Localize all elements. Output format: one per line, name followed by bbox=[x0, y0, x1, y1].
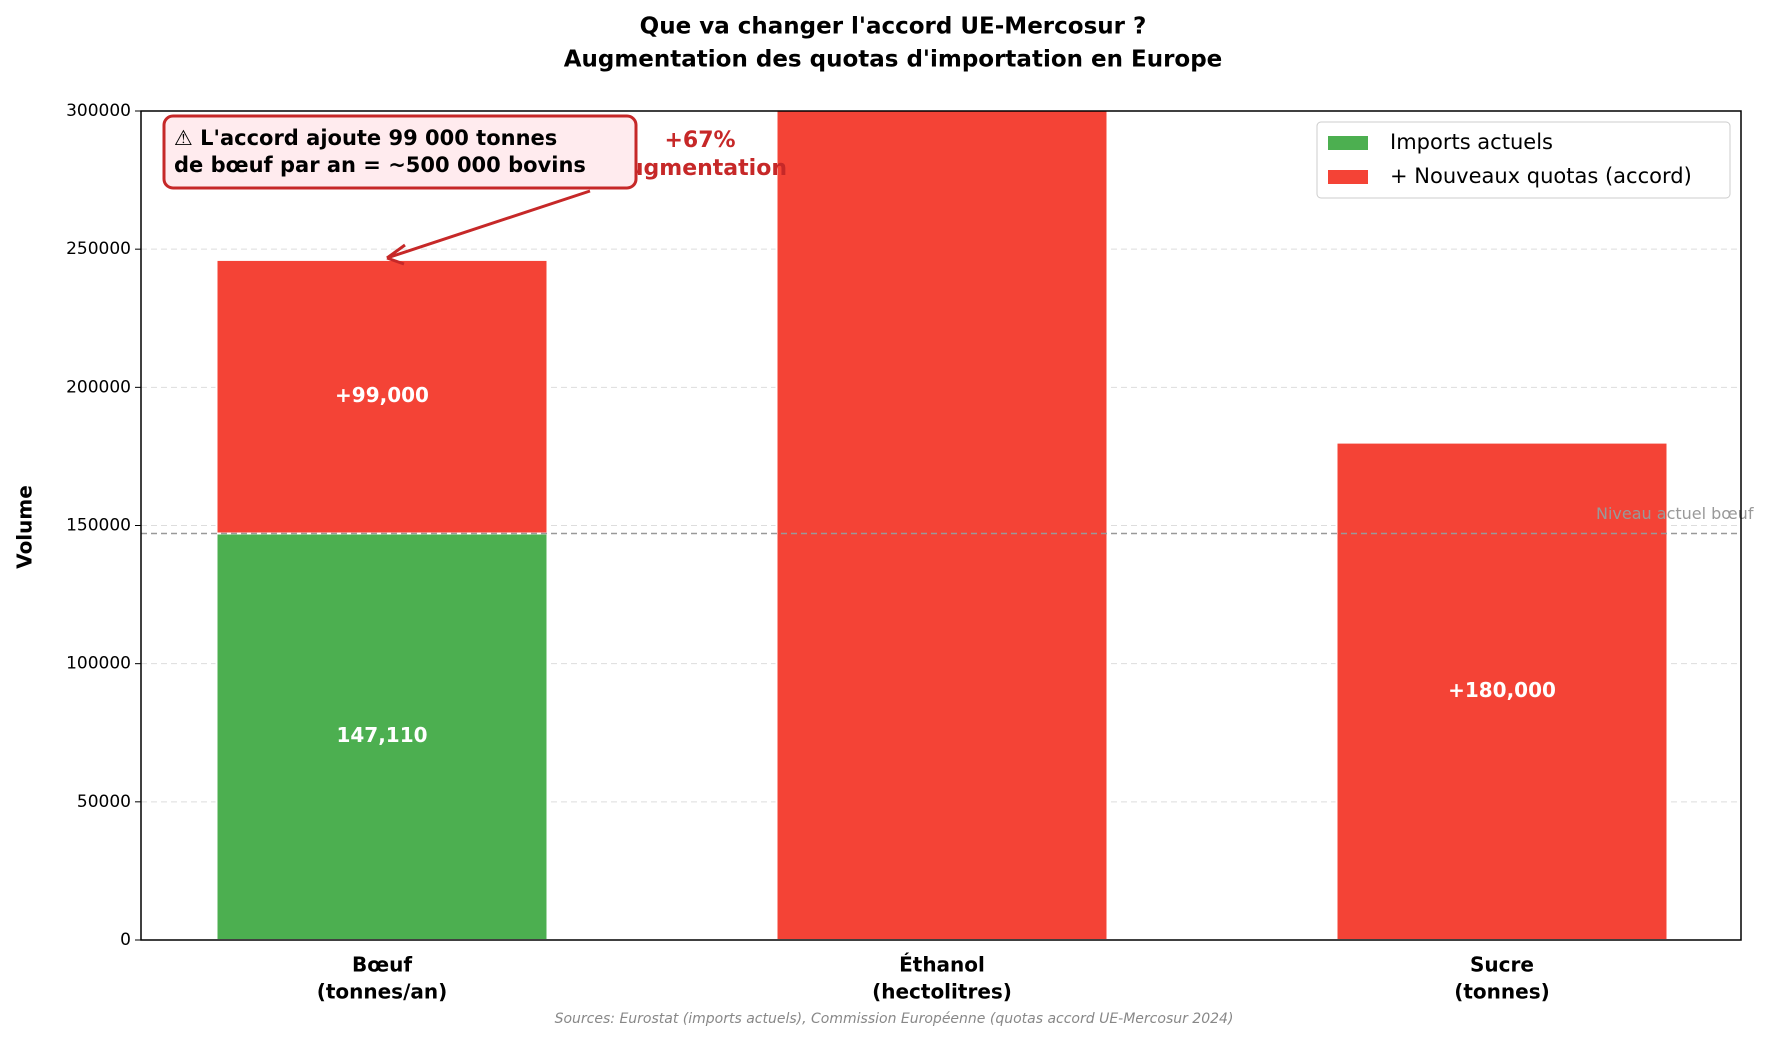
chart-title: Que va changer l'accord UE-Mercosur ? bbox=[640, 14, 1147, 40]
y-tick-label: 0 bbox=[120, 930, 131, 950]
legend-swatch bbox=[1328, 136, 1368, 150]
y-tick-label: 300000 bbox=[66, 101, 131, 121]
x-tick-label: Éthanol bbox=[899, 953, 985, 977]
legend-label: Imports actuels bbox=[1390, 130, 1553, 154]
x-tick-label: Bœuf bbox=[352, 953, 412, 977]
annotation-box bbox=[162, 114, 638, 190]
reference-label: Niveau actuel bœuf bbox=[1596, 504, 1754, 523]
annotation-text: de bœuf par an = ~500 000 bovins bbox=[174, 153, 586, 177]
x-tick-label: (tonnes) bbox=[1454, 980, 1550, 1004]
bar-segment bbox=[215, 532, 549, 940]
annotation-text: +67% bbox=[664, 128, 735, 153]
legend-swatch bbox=[1328, 170, 1368, 184]
value-label: +180,000 bbox=[1448, 678, 1556, 702]
x-tick-label: Sucre bbox=[1470, 953, 1534, 977]
y-tick-label: 200000 bbox=[66, 377, 131, 397]
y-tick-label: 50000 bbox=[77, 792, 131, 812]
bar-segment bbox=[1335, 441, 1669, 940]
x-tick-label: (tonnes/an) bbox=[317, 980, 448, 1004]
x-tick-label: (hectolitres) bbox=[872, 980, 1012, 1004]
y-axis-label: Volume bbox=[13, 485, 37, 569]
value-label: +99,000 bbox=[335, 383, 429, 407]
bar-segment bbox=[775, 111, 1109, 940]
y-tick-label: 100000 bbox=[66, 654, 131, 674]
bars bbox=[215, 111, 1669, 940]
y-tick-label: 150000 bbox=[66, 516, 131, 536]
plot-frame bbox=[140, 110, 1742, 941]
chart-title: Augmentation des quotas d'importation en… bbox=[564, 47, 1223, 73]
legend-box bbox=[1316, 121, 1731, 199]
bar-segment bbox=[215, 258, 549, 535]
source-note: Sources: Eurostat (imports actuels), Com… bbox=[555, 1011, 1234, 1027]
legend: Imports actuels + Nouveaux quotas (accord… bbox=[1316, 121, 1731, 199]
annotation-text: ⚠ L'accord ajoute 99 000 tonnes bbox=[174, 126, 557, 150]
value-label: 147,110 bbox=[336, 723, 427, 747]
legend-label: + Nouveaux quotas (accord) bbox=[1390, 164, 1692, 188]
y-tick-label: 250000 bbox=[66, 239, 131, 259]
annotation-text: augmentation bbox=[613, 156, 787, 181]
arrow-head bbox=[386, 243, 406, 266]
annotation-arrow bbox=[389, 189, 591, 259]
